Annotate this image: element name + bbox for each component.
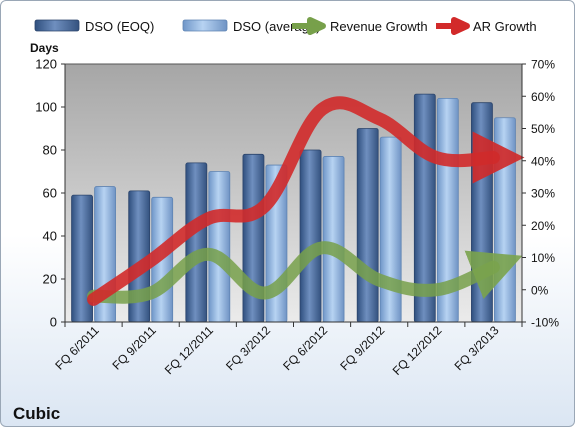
y-tick-label-right: 70% (531, 58, 555, 72)
legend-swatch-ar-growth (436, 17, 470, 35)
y-tick-label-left: 60 (43, 186, 57, 201)
legend-item-revenue-growth: Revenue Growth (292, 17, 428, 35)
x-tick-label: FQ 9/2012 (337, 323, 387, 373)
line-ar-growth (87, 96, 525, 306)
x-tick-label: FQ 6/2011 (52, 323, 102, 373)
x-tick-label: FQ 3/2012 (223, 323, 273, 373)
x-tick-label: FQ 12/2011 (162, 323, 216, 377)
y-axis-title: Days (30, 41, 59, 55)
y-tick-label-left: 0 (50, 315, 57, 330)
y-tick-label-right: 50% (531, 122, 555, 136)
legend-item-dso-eoq: DSO (EOQ) (34, 19, 154, 34)
bar-dso-eoq-6 (356, 128, 379, 323)
legend-swatch-dso-eoq (34, 19, 80, 32)
x-tick-label: FQ 12/2012 (390, 323, 445, 378)
y-tick-label-left: 20 (43, 272, 57, 287)
legend-item-dso-average: DSO (average) (182, 19, 320, 34)
bar-dso-average-3 (208, 171, 231, 323)
legend: DSO (EOQ) DSO (average) Revenue Growth A… (34, 17, 537, 35)
bar-dso-average-8 (494, 117, 516, 323)
y-tick-label-right: 20% (531, 219, 555, 233)
y-tick-label-right: 10% (531, 251, 555, 265)
y-tick-label-right: 60% (531, 90, 555, 104)
bar-dso-eoq-8 (471, 102, 493, 323)
legend-label-dso-eoq: DSO (EOQ) (85, 19, 154, 34)
y-tick-label-left: 100 (35, 100, 57, 115)
x-tick-label: FQ 9/2011 (109, 323, 159, 373)
legend-label-dso-average: DSO (average) (233, 19, 320, 34)
chart-title: Cubic (13, 404, 60, 423)
bar-dso-average-6 (379, 136, 402, 323)
bar-dso-eoq-5 (299, 149, 322, 323)
bar-dso-average-5 (322, 156, 345, 323)
legend-swatch-dso-average (182, 19, 228, 32)
legend-item-ar-growth: AR Growth (436, 17, 537, 35)
legend-label-revenue-growth: Revenue Growth (330, 19, 428, 34)
line-revenue-growth (87, 241, 523, 304)
x-tick-label: FQ 3/2013 (452, 323, 502, 373)
y-tick-label-right: 30% (531, 187, 555, 201)
x-tick-label: FQ 6/2012 (280, 323, 330, 373)
y-tick-label-right: 0% (531, 283, 549, 297)
legend-swatch-revenue-growth (292, 17, 326, 35)
y-tick-label-right: 40% (531, 154, 555, 168)
y-tick-label-right: -10% (531, 316, 559, 330)
y-tick-label-left: 40 (43, 229, 57, 244)
bar-dso-eoq-3 (185, 162, 208, 323)
lines-layer (87, 96, 525, 306)
y-tick-label-left: 120 (35, 57, 57, 72)
legend-label-ar-growth: AR Growth (473, 19, 537, 34)
y-tick-label-left: 80 (43, 143, 57, 158)
